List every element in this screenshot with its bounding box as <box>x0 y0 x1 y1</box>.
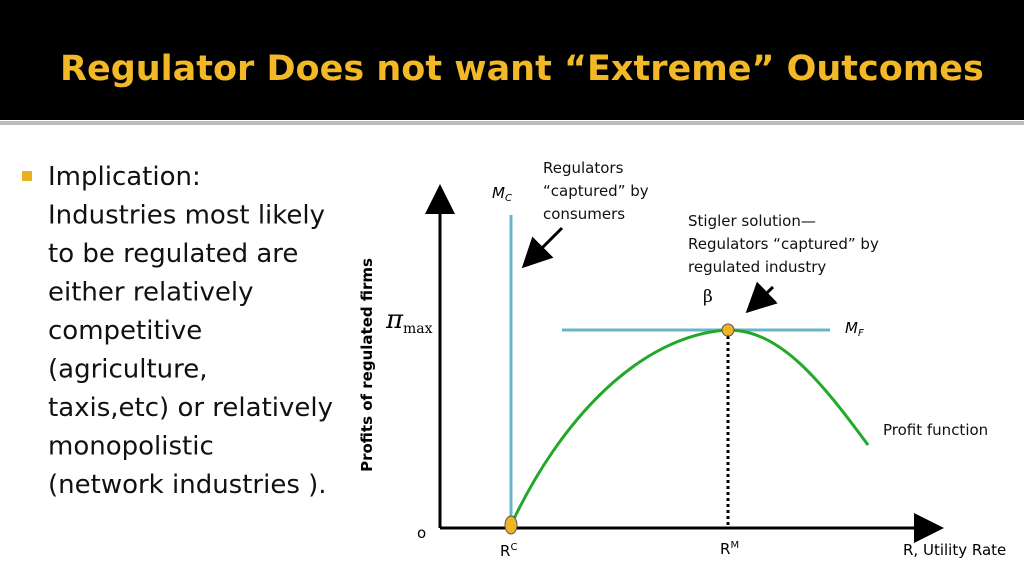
profit-curve <box>509 328 870 526</box>
mc-label: MC <box>492 184 512 204</box>
stigler-note: Regulators “captured” by <box>688 235 879 253</box>
mf-letter: M <box>845 319 858 337</box>
bullet-line: taxis,etc) or relatively <box>48 393 333 423</box>
profit-function-label: Profit function <box>883 421 988 439</box>
header-band <box>0 0 1024 120</box>
bullet-line: competitive <box>48 316 202 346</box>
bullet-line: (network industries ). <box>48 470 327 500</box>
origin-label: o <box>417 524 426 542</box>
pi-subscript: max <box>403 321 433 337</box>
rc-sup: C <box>510 542 517 553</box>
optimum-point <box>721 323 735 337</box>
beta-label: β <box>703 287 713 307</box>
stigler-note: Stigler solution— <box>688 212 816 230</box>
rm-letter: R <box>720 540 730 558</box>
consumers-note: consumers <box>543 205 625 223</box>
arrow <box>521 226 564 269</box>
bullet-line: to be regulated are <box>48 239 298 269</box>
bullet-line: either relatively <box>48 278 254 308</box>
bullet-line: Industries most likely <box>48 201 325 231</box>
bullet-line: (agriculture, <box>48 355 208 385</box>
x-axis-label: R, Utility Rate <box>903 541 1006 559</box>
mf-sub: F <box>858 328 864 339</box>
mf-label: MF <box>845 319 864 339</box>
slide-title: Regulator Does not want “Extreme” Outcom… <box>60 49 984 89</box>
mc-sub: C <box>505 193 512 204</box>
rc-letter: R <box>500 542 510 560</box>
rm-label: RM <box>720 540 739 558</box>
header-rule <box>0 121 1024 125</box>
rc-label: RC <box>500 542 517 560</box>
consumers-note: Regulators <box>543 159 624 177</box>
consumers-note: “captured” by <box>543 182 649 200</box>
bullet-marker <box>22 171 32 181</box>
pi-symbol: π <box>385 305 404 335</box>
rm-sup: M <box>730 540 739 551</box>
bullet-line: monopolistic <box>48 432 214 462</box>
bullet-line: Implication: <box>48 162 201 192</box>
origin-point <box>504 515 518 535</box>
y-axis-label: Profits of regulated firms <box>358 258 376 472</box>
mc-letter: M <box>492 184 505 202</box>
stigler-note: regulated industry <box>688 258 826 276</box>
arrow <box>745 281 778 314</box>
